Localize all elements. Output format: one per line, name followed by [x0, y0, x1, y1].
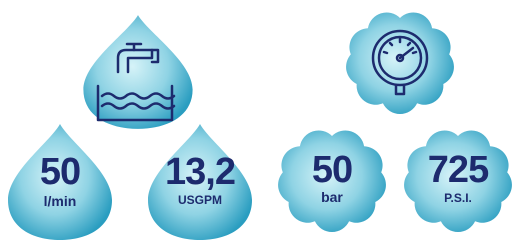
pressure-value: 725 — [428, 149, 489, 191]
flow-value: 50 — [40, 151, 80, 193]
flow-value: 13,2 — [165, 151, 235, 193]
flow-unit: l/min — [44, 193, 77, 209]
pressure-value: 50 — [312, 149, 352, 191]
water-drop — [83, 15, 192, 129]
pressure-unit: bar — [321, 189, 343, 205]
flow-unit: USGPM — [178, 193, 222, 207]
cloud — [346, 12, 454, 114]
infographic: 50 l/min 13,2 USGPM 50 bar 725 P.S.I. — [0, 0, 518, 241]
pressure-unit: P.S.I. — [444, 191, 472, 205]
